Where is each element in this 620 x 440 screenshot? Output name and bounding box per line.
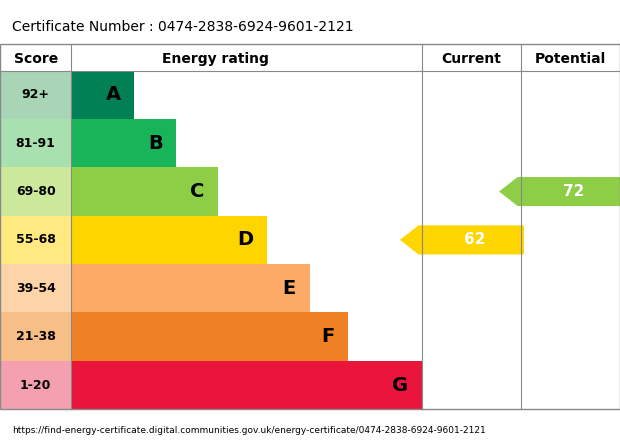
Bar (71, 361, 422, 409)
Text: Certificate Number : 0474-2838-6924-9601-2121: Certificate Number : 0474-2838-6924-9601… (12, 20, 354, 34)
Bar (71, 167, 218, 216)
Bar (0, 361, 71, 409)
Polygon shape (499, 177, 620, 206)
Bar (0, 264, 71, 312)
Bar (0, 70, 71, 119)
Text: 21-38: 21-38 (16, 330, 56, 343)
Bar (71, 216, 267, 264)
Text: E: E (283, 279, 296, 298)
Polygon shape (400, 225, 524, 254)
Bar (71, 264, 309, 312)
Bar (71, 70, 135, 119)
Text: Score: Score (14, 51, 58, 66)
Bar (71, 119, 177, 167)
Bar (0, 119, 71, 167)
Text: https://find-energy-certificate.digital.communities.gov.uk/energy-certificate/04: https://find-energy-certificate.digital.… (12, 426, 486, 435)
Text: 1-20: 1-20 (20, 378, 51, 392)
Bar (0, 216, 71, 264)
Text: 69-80: 69-80 (16, 185, 56, 198)
Text: A: A (105, 85, 121, 104)
Text: Energy rating: Energy rating (162, 51, 269, 66)
Text: 81-91: 81-91 (16, 137, 56, 150)
Text: C: C (190, 182, 205, 201)
Text: D: D (237, 231, 254, 249)
Text: Potential: Potential (535, 51, 606, 66)
Text: 39-54: 39-54 (16, 282, 56, 295)
Text: 92+: 92+ (22, 88, 50, 101)
Text: 62: 62 (464, 232, 485, 247)
Text: 72: 72 (563, 184, 584, 199)
Text: F: F (321, 327, 334, 346)
Text: B: B (148, 134, 162, 153)
Bar (71, 312, 348, 361)
Text: 55-68: 55-68 (16, 233, 56, 246)
Bar (0, 312, 71, 361)
Bar (0, 167, 71, 216)
Text: Current: Current (441, 51, 501, 66)
Text: G: G (392, 375, 408, 395)
